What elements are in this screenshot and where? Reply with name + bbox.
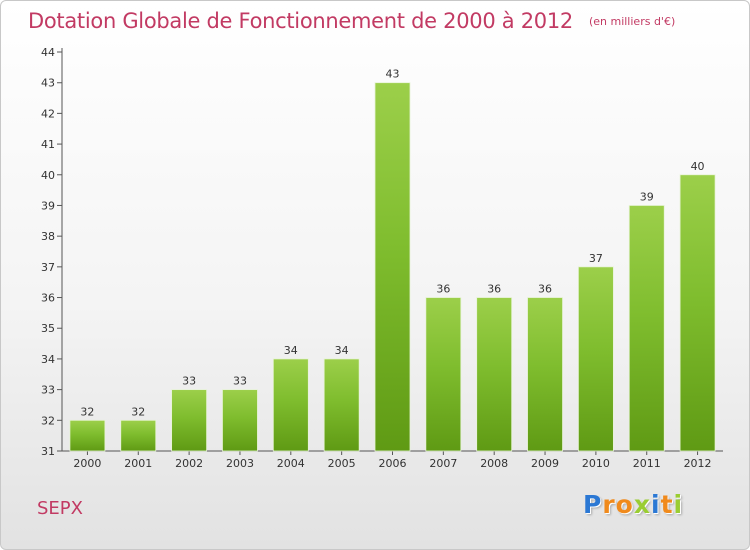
x-tick-label: 2004 — [277, 457, 305, 470]
x-tick-label: 2003 — [226, 457, 254, 470]
y-tick-label: 44 — [41, 46, 55, 59]
bar-2002 — [171, 389, 208, 452]
x-tick-label: 2008 — [480, 457, 508, 470]
value-label: 37 — [589, 252, 603, 265]
y-tick-label: 33 — [41, 384, 55, 397]
bar-2001 — [120, 419, 157, 452]
x-tick-label: 2006 — [379, 457, 407, 470]
bar-2010 — [577, 266, 614, 452]
bar-2011 — [628, 205, 665, 452]
logo-letter: i — [651, 490, 661, 519]
bar-2004 — [272, 358, 309, 452]
bar-2009 — [527, 297, 563, 452]
value-label: 34 — [335, 344, 349, 357]
x-tick-label: 2001 — [124, 457, 152, 470]
y-tick-label: 37 — [41, 261, 55, 274]
bar-2008 — [476, 297, 513, 452]
bar-2003 — [222, 389, 258, 452]
bar-2005 — [323, 358, 360, 452]
x-tick-label: 2005 — [328, 457, 356, 470]
logo-letter: P — [583, 490, 603, 519]
logo-letter: t — [660, 490, 674, 519]
proxiti-logo: Proxiti — [583, 490, 683, 519]
title-row: Dotation Globale de Fonctionnement de 20… — [28, 9, 675, 33]
y-tick-label: 34 — [41, 353, 55, 366]
y-tick-label: 43 — [41, 77, 55, 90]
value-label: 33 — [233, 375, 247, 388]
value-label: 34 — [284, 344, 298, 357]
logo-letter: r — [602, 490, 616, 519]
y-tick-label: 38 — [41, 230, 55, 243]
value-label: 32 — [80, 405, 94, 418]
bar-2007 — [425, 297, 462, 452]
bar-2012 — [679, 174, 716, 452]
commune-name: SEPX — [37, 498, 83, 519]
value-label: 40 — [691, 160, 705, 173]
logo-letter: x — [633, 490, 651, 519]
bar-2000 — [69, 419, 106, 452]
x-tick-label: 2010 — [582, 457, 610, 470]
x-tick-label: 2000 — [73, 457, 101, 470]
value-label: 43 — [386, 68, 400, 81]
x-tick-label: 2012 — [684, 457, 712, 470]
logo-letter: o — [615, 490, 634, 519]
chart-subtitle: (en milliers d'€) — [588, 15, 676, 28]
value-label: 36 — [538, 283, 552, 296]
x-tick-label: 2002 — [175, 457, 203, 470]
y-tick-label: 36 — [41, 292, 55, 305]
value-label: 39 — [640, 190, 654, 203]
value-label: 32 — [131, 405, 145, 418]
x-tick-label: 2011 — [633, 457, 661, 470]
x-tick-label: 2009 — [531, 457, 559, 470]
chart-title: Dotation Globale de Fonctionnement de 20… — [28, 9, 573, 33]
value-label: 33 — [182, 375, 196, 388]
x-tick-label: 2007 — [429, 457, 457, 470]
y-tick-label: 42 — [41, 107, 55, 120]
y-tick-label: 32 — [41, 414, 55, 427]
y-tick-label: 41 — [41, 138, 55, 151]
y-tick-label: 40 — [41, 169, 55, 182]
value-label: 36 — [487, 283, 501, 296]
value-label: 36 — [436, 283, 450, 296]
y-tick-label: 39 — [41, 199, 55, 212]
logo-letter: i — [673, 490, 684, 519]
y-tick-label: 31 — [41, 445, 55, 458]
bar-2006 — [374, 82, 411, 452]
y-tick-label: 35 — [41, 322, 55, 335]
